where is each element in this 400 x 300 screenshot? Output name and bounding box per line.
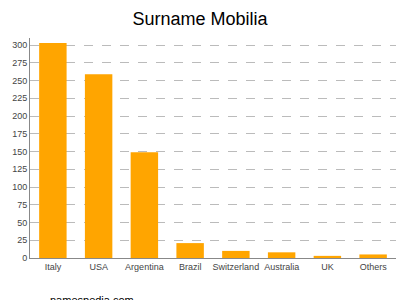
- svg-text:125: 125: [12, 164, 27, 174]
- svg-text:USA: USA: [89, 262, 108, 272]
- svg-text:200: 200: [12, 111, 27, 121]
- svg-text:75: 75: [17, 200, 27, 210]
- svg-text:100: 100: [12, 182, 27, 192]
- svg-text:175: 175: [12, 129, 27, 139]
- svg-text:UK: UK: [321, 262, 334, 272]
- svg-text:250: 250: [12, 76, 27, 86]
- svg-text:0: 0: [22, 253, 27, 263]
- svg-text:namespedia.com: namespedia.com: [50, 294, 134, 300]
- svg-text:Switzerland: Switzerland: [213, 262, 260, 272]
- svg-text:Brazil: Brazil: [179, 262, 202, 272]
- svg-text:50: 50: [17, 218, 27, 228]
- svg-text:Italy: Italy: [45, 262, 62, 272]
- svg-text:Others: Others: [360, 262, 388, 272]
- svg-text:Argentina: Argentina: [125, 262, 164, 272]
- svg-text:225: 225: [12, 93, 27, 103]
- svg-text:300: 300: [12, 40, 27, 50]
- svg-text:Australia: Australia: [264, 262, 299, 272]
- svg-text:150: 150: [12, 147, 27, 157]
- svg-text:Surname Mobilia: Surname Mobilia: [132, 9, 268, 29]
- svg-text:25: 25: [17, 235, 27, 245]
- svg-text:275: 275: [12, 58, 27, 68]
